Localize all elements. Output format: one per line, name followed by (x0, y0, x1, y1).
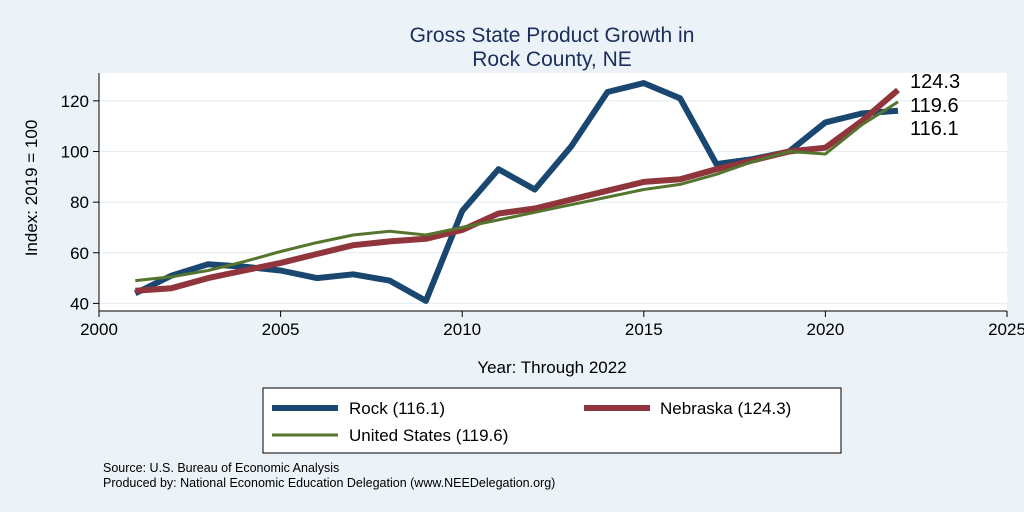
x-tick-label: 2010 (443, 320, 481, 339)
source-note: Source: U.S. Bureau of Economic Analysis (103, 461, 339, 475)
legend-label-rock: Rock (116.1) (349, 399, 445, 418)
chart-title-line-2: Rock County, NE (472, 48, 632, 71)
chart-title-line-1: Gross State Product Growth in (410, 24, 695, 47)
x-axis: 2000 2005 2010 2015 2020 2025 (80, 310, 1024, 339)
x-tick-label: 2005 (262, 320, 300, 339)
x-tick-label: 2015 (625, 320, 663, 339)
y-tick-label: 80 (70, 193, 89, 212)
y-axis-title: Index: 2019 = 100 (22, 120, 41, 257)
legend: Rock (116.1) Nebraska (124.3) United Sta… (262, 387, 842, 454)
y-tick-label: 100 (61, 142, 89, 161)
x-tick-label: 2020 (806, 320, 844, 339)
end-label: 124.3 (910, 71, 960, 93)
produced-by-note: Produced by: National Economic Education… (103, 476, 555, 490)
legend-label-united-states: United States (119.6) (349, 426, 508, 445)
x-axis-title: Year: Through 2022 (477, 358, 626, 377)
x-tick-label: 2025 (988, 320, 1024, 339)
y-tick-label: 120 (61, 92, 89, 111)
y-tick-label: 40 (70, 294, 89, 313)
end-label: 116.1 (910, 118, 959, 140)
x-tick-label: 2000 (80, 320, 118, 339)
legend-box (262, 387, 842, 454)
end-label: 119.6 (910, 95, 959, 117)
y-axis: 40 60 80 100 120 (61, 73, 100, 313)
y-tick-label: 60 (70, 244, 89, 263)
series-line-united-states (135, 100, 899, 283)
series-lines (133, 80, 900, 304)
legend-label-nebraska: Nebraska (124.3) (660, 399, 791, 418)
